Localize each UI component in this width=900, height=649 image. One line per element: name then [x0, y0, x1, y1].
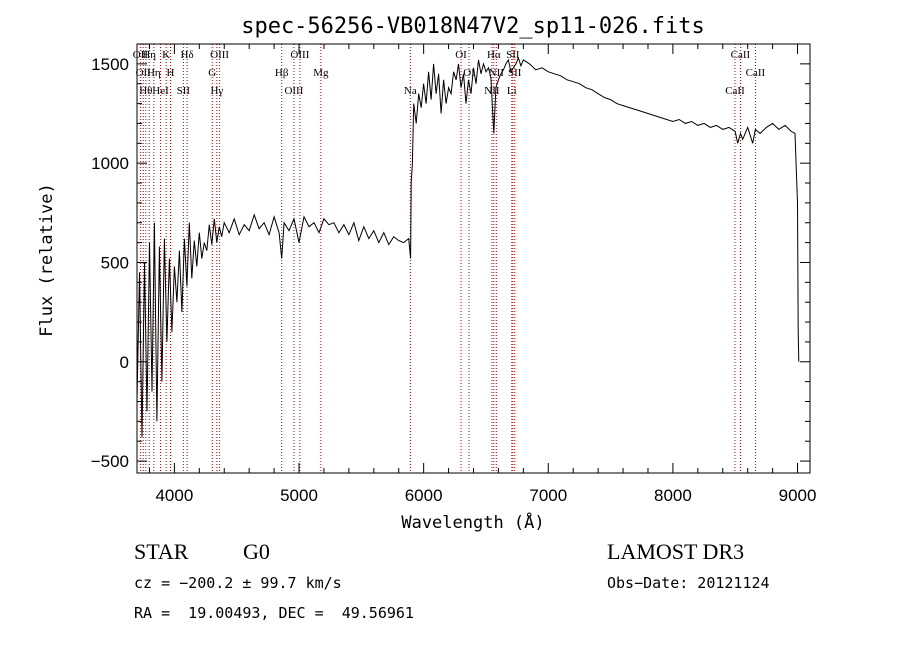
flux-series-line	[136, 56, 800, 438]
line-marker-label: Hβ	[275, 67, 289, 79]
y-tick-label: 1000	[91, 154, 129, 173]
line-marker-label: Mg	[313, 67, 329, 79]
sky-coordinates: RA = 19.00493, DEC = 49.56961	[134, 604, 414, 622]
line-marker-label: OI	[463, 67, 475, 79]
line-marker-label: K	[162, 49, 170, 61]
line-marker-label: Hθ	[139, 85, 152, 97]
y-tick-label: 500	[101, 253, 129, 272]
line-marker-label: HeI	[152, 85, 169, 97]
chart-title: spec-56256-VB018N47V2_sp11-026.fits	[241, 14, 705, 39]
survey-name: LAMOST DR3	[607, 539, 745, 564]
line-marker-label: Hδ	[181, 49, 194, 61]
x-tick-label: 7000	[529, 486, 567, 505]
x-tick-label: 6000	[405, 486, 443, 505]
line-marker-label: Hη	[147, 67, 161, 79]
line-marker-label: OIII	[210, 49, 229, 61]
line-marker-label: Hα	[487, 49, 501, 61]
y-axis-label: Flux (relative)	[37, 183, 57, 337]
observation-date: Obs−Date: 20121124	[607, 574, 770, 592]
line-marker-label: Hη	[142, 49, 156, 61]
redshift-velocity: cz = −200.2 ± 99.7 km/s	[134, 574, 342, 592]
x-tick-label: 9000	[779, 486, 817, 505]
line-marker-label: Li	[507, 85, 517, 97]
line-marker-label: SII	[506, 49, 520, 61]
line-marker-label: OI	[455, 49, 467, 61]
line-marker-label: Hγ	[210, 85, 223, 97]
y-axis-ticks: −500 0 500 1000 1500	[91, 55, 810, 471]
line-marker-label: H	[167, 67, 175, 79]
line-marker-label: Na	[404, 85, 417, 97]
line-marker-label: CaII	[731, 49, 751, 61]
x-tick-label: 4000	[155, 486, 193, 505]
line-marker-label: OIII	[290, 49, 309, 61]
emission-line-markers	[139, 44, 756, 473]
line-marker-label: CaII	[746, 67, 766, 79]
x-tick-label: 5000	[280, 486, 318, 505]
y-tick-label: 1500	[91, 55, 129, 74]
plot-frame	[136, 43, 811, 474]
line-marker-label: G	[208, 67, 216, 79]
x-tick-label: 8000	[654, 486, 692, 505]
x-axis-label: Wavelength (Å)	[401, 511, 544, 533]
line-marker-label: OIII	[284, 85, 303, 97]
line-marker-label: SII	[177, 85, 191, 97]
line-marker-label: CaII	[725, 85, 745, 97]
line-marker-label: OII	[136, 67, 152, 79]
spectral-class: STAR	[134, 539, 189, 564]
spectral-subclass: G0	[243, 539, 270, 564]
y-tick-label: −500	[91, 452, 129, 471]
x-axis-ticks: 4000 5000 6000 7000 8000 9000	[148, 44, 817, 505]
y-tick-label: 0	[120, 353, 129, 372]
